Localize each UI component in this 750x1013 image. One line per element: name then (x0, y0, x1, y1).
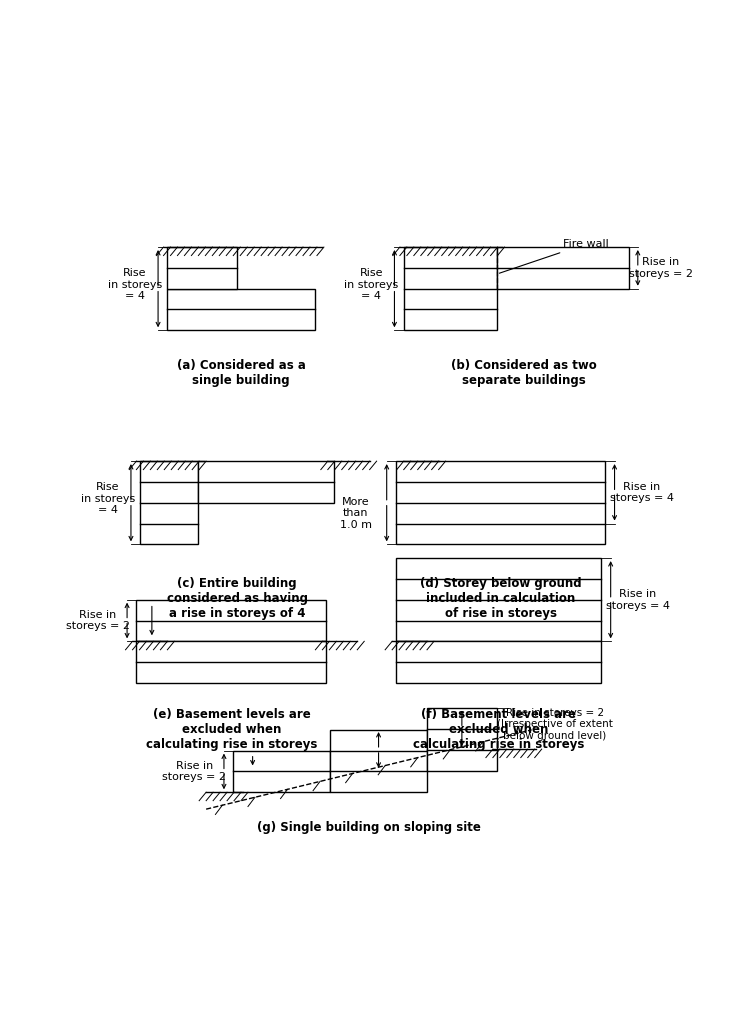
Text: Rise in
storeys = 2: Rise in storeys = 2 (66, 610, 130, 631)
Bar (396, 558, 602, 641)
Bar (396, 461, 605, 544)
Text: Fire wall: Fire wall (500, 239, 608, 274)
Text: Rise in storeys = 2
(Irrespective of extent
below ground level): Rise in storeys = 2 (Irrespective of ext… (497, 708, 613, 742)
Bar (404, 247, 496, 330)
Text: (b) Considered as two
separate buildings: (b) Considered as two separate buildings (451, 360, 597, 388)
Bar (396, 641, 602, 683)
Text: More
than
1.0 m: More than 1.0 m (340, 496, 372, 530)
Text: (e) Basement levels are
excluded when
calculating rise in storeys: (e) Basement levels are excluded when ca… (146, 707, 317, 751)
Text: Rise in
storeys = 2: Rise in storeys = 2 (629, 257, 693, 279)
Bar (167, 289, 315, 330)
Bar (233, 751, 330, 792)
Bar (136, 641, 326, 683)
Text: Rise in
storeys = 4: Rise in storeys = 4 (606, 589, 670, 611)
Text: Rise
in storeys
= 4: Rise in storeys = 4 (80, 482, 135, 516)
Text: Rise in
storeys = 2: Rise in storeys = 2 (163, 761, 226, 782)
Bar (136, 600, 326, 641)
Bar (167, 247, 237, 289)
Bar (427, 708, 496, 771)
Text: Rise in
storeys = 4: Rise in storeys = 4 (610, 481, 674, 503)
Text: (f) Basement levels are
excluded when
calculating rise in storeys: (f) Basement levels are excluded when ca… (413, 707, 584, 751)
Bar (330, 729, 427, 792)
Bar (496, 247, 628, 289)
Bar (198, 461, 334, 502)
Bar (140, 461, 198, 544)
Text: (g) Single building on sloping site: (g) Single building on sloping site (257, 821, 481, 834)
Text: (c) Entire building
considered as having
a rise in storeys of 4: (c) Entire building considered as having… (166, 576, 308, 620)
Text: (a) Considered as a
single building: (a) Considered as a single building (176, 360, 305, 388)
Text: Rise
in storeys
= 4: Rise in storeys = 4 (344, 268, 398, 302)
Text: Rise
in storeys
= 4: Rise in storeys = 4 (108, 268, 162, 302)
Text: (d) Storey below ground
included in calculation
of rise in storeys: (d) Storey below ground included in calc… (420, 576, 581, 620)
